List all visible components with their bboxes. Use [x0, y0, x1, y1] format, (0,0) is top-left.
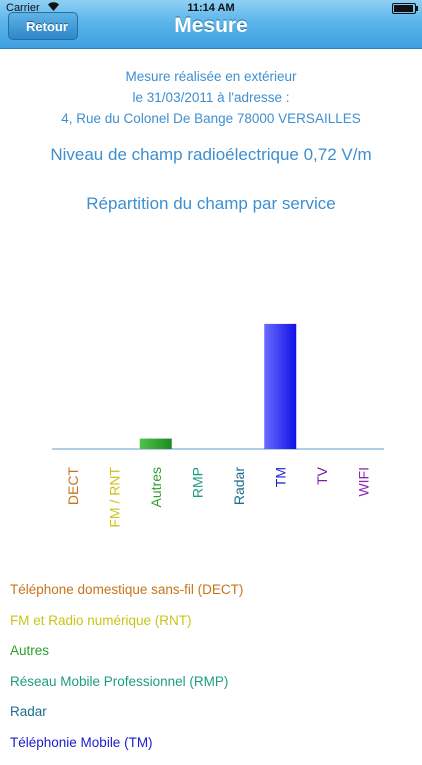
bar-chart-svg: DECT FM / RNT Autres RMP Radar TM TV WIFI — [0, 240, 422, 540]
measurement-info: Mesure réalisée en extérieur le 31/03/20… — [0, 66, 422, 129]
service-bar-chart: DECT FM / RNT Autres RMP Radar TM TV WIFI — [0, 240, 422, 540]
bar-tm — [264, 324, 296, 449]
chart-title: Répartition du champ par service — [0, 194, 422, 214]
service-legend: Téléphone domestique sans-fil (DECT)FM e… — [10, 582, 415, 765]
battery-icon — [392, 3, 416, 14]
legend-item: FM et Radio numérique (RNT) — [10, 613, 415, 644]
info-line-3: 4, Rue du Colonel De Bange 78000 VERSAIL… — [0, 108, 422, 129]
legend-item: Réseau Mobile Professionnel (RMP) — [10, 674, 415, 705]
bar-autres — [140, 439, 172, 449]
tick-label-wifi: WIFI — [355, 467, 371, 497]
navigation-bar: Carrier 11:14 AM Retour Mesure — [0, 0, 422, 49]
tick-label-fm-rnt: FM / RNT — [106, 467, 122, 528]
legend-item: Téléphone domestique sans-fil (DECT) — [10, 582, 415, 613]
tick-label-tm: TM — [272, 467, 288, 487]
info-line-1: Mesure réalisée en extérieur — [0, 66, 422, 87]
info-line-2: le 31/03/2011 à l'adresse : — [0, 87, 422, 108]
legend-item: Radar — [10, 704, 415, 735]
legend-item: Autres — [10, 643, 415, 674]
tick-label-radar: Radar — [231, 467, 247, 505]
page-title: Mesure — [0, 14, 422, 38]
tick-label-dect: DECT — [65, 467, 81, 506]
tick-label-tv: TV — [314, 466, 330, 485]
tick-label-autres: Autres — [148, 467, 164, 507]
tick-label-rmp: RMP — [189, 467, 205, 498]
field-level-headline: Niveau de champ radioélectrique 0,72 V/m — [0, 145, 422, 165]
